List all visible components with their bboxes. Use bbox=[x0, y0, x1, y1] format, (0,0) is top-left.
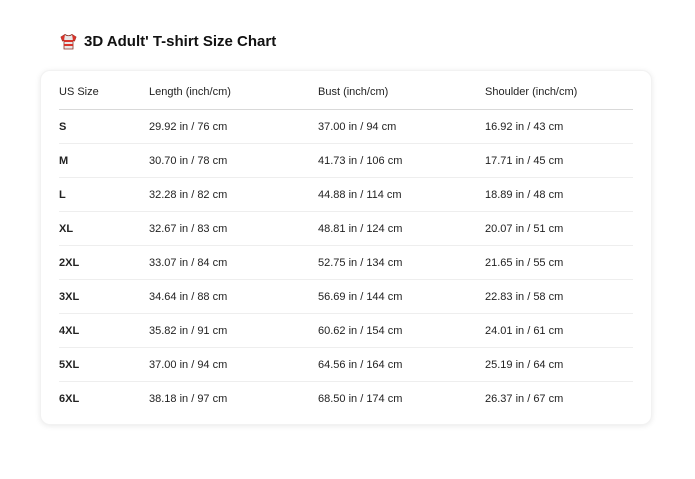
shoulder-cell: 17.71 in / 45 cm bbox=[485, 143, 633, 178]
bust-cell: 68.50 in / 174 cm bbox=[318, 392, 403, 405]
size-cell: 6XL bbox=[59, 392, 80, 405]
column-header-us-size: US Size bbox=[59, 75, 149, 110]
table-row: 6XL 38.18 in / 97 cm 68.50 in / 174 cm 26.3… bbox=[59, 382, 633, 416]
size-chart-card: US Size Length (inch/cm) Bust (inch/cm) … bbox=[40, 70, 652, 425]
t-shirt-icon bbox=[60, 33, 77, 49]
table-row: L 32.28 in / 82 cm 44.88 in / 114 cm 18.89 … bbox=[59, 177, 633, 212]
shoulder-cell: 18.89 in / 48 cm bbox=[485, 177, 633, 212]
size-cell: 5XL bbox=[59, 347, 149, 382]
column-header-shoulder: Shoulder (inch/cm) bbox=[485, 75, 633, 110]
table-row: 5XL 37.00 in / 94 cm 64.56 in / 164 cm 25.1… bbox=[59, 347, 633, 382]
size-chart-table: US Size Length (inch/cm) Bust (inch/cm) … bbox=[59, 75, 633, 415]
shoulder-cell: 16.92 in / 43 cm bbox=[485, 109, 633, 144]
length-cell: 38.18 in / 97 cm bbox=[149, 392, 228, 405]
size-cell: XL bbox=[59, 211, 149, 246]
bust-cell: 44.88 in / 114 cm bbox=[318, 177, 485, 212]
size-cell: L bbox=[59, 177, 149, 212]
shoulder-cell: 25.19 in / 64 cm bbox=[485, 347, 633, 382]
table-row: 3XL 34.64 in / 88 cm 56.69 in / 144 cm 22.8… bbox=[59, 279, 633, 314]
column-header-bust: Bust (inch/cm) bbox=[318, 75, 485, 110]
length-cell: 33.07 in / 84 cm bbox=[149, 245, 318, 280]
column-header-length: Length (inch/cm) bbox=[149, 75, 318, 110]
size-cell: M bbox=[59, 143, 149, 178]
bust-cell: 37.00 in / 94 cm bbox=[318, 109, 485, 144]
length-cell: 35.82 in / 91 cm bbox=[149, 313, 318, 348]
table-row: S 29.92 in / 76 cm 37.00 in / 94 cm 16.92 i… bbox=[59, 109, 633, 144]
shoulder-cell: 21.65 in / 55 cm bbox=[485, 245, 633, 280]
length-cell: 29.92 in / 76 cm bbox=[149, 109, 318, 144]
size-cell: 3XL bbox=[59, 279, 149, 314]
page-title: 3D Adult' T-shirt Size Chart bbox=[60, 31, 276, 51]
bust-cell: 41.73 in / 106 cm bbox=[318, 143, 485, 178]
shoulder-cell: 26.37 in / 67 cm bbox=[485, 392, 564, 405]
size-cell: 2XL bbox=[59, 245, 149, 280]
length-cell: 30.70 in / 78 cm bbox=[149, 143, 318, 178]
bust-cell: 56.69 in / 144 cm bbox=[318, 279, 485, 314]
length-cell: 32.67 in / 83 cm bbox=[149, 211, 318, 246]
bust-cell: 64.56 in / 164 cm bbox=[318, 347, 485, 382]
length-cell: 32.28 in / 82 cm bbox=[149, 177, 318, 212]
length-cell: 34.64 in / 88 cm bbox=[149, 279, 318, 314]
shoulder-cell: 20.07 in / 51 cm bbox=[485, 211, 633, 246]
table-row: M 30.70 in / 78 cm 41.73 in / 106 cm 17.71 … bbox=[59, 143, 633, 178]
size-cell: 4XL bbox=[59, 313, 149, 348]
table-row: XL 32.67 in / 83 cm 48.81 in / 124 cm 20.07… bbox=[59, 211, 633, 246]
bust-cell: 48.81 in / 124 cm bbox=[318, 211, 485, 246]
table-row: 2XL 33.07 in / 84 cm 52.75 in / 134 cm 21.6… bbox=[59, 245, 633, 280]
size-cell: S bbox=[59, 109, 149, 144]
shoulder-cell: 22.83 in / 58 cm bbox=[485, 279, 633, 314]
bust-cell: 60.62 in / 154 cm bbox=[318, 313, 485, 348]
shoulder-cell: 24.01 in / 61 cm bbox=[485, 313, 633, 348]
title-text: 3D Adult' T-shirt Size Chart bbox=[84, 32, 277, 50]
length-cell: 37.00 in / 94 cm bbox=[149, 347, 318, 382]
bust-cell: 52.75 in / 134 cm bbox=[318, 245, 485, 280]
table-header-row: US Size Length (inch/cm) Bust (inch/cm) … bbox=[59, 75, 633, 110]
table-row: 4XL 35.82 in / 91 cm 60.62 in / 154 cm 24.0… bbox=[59, 313, 633, 348]
